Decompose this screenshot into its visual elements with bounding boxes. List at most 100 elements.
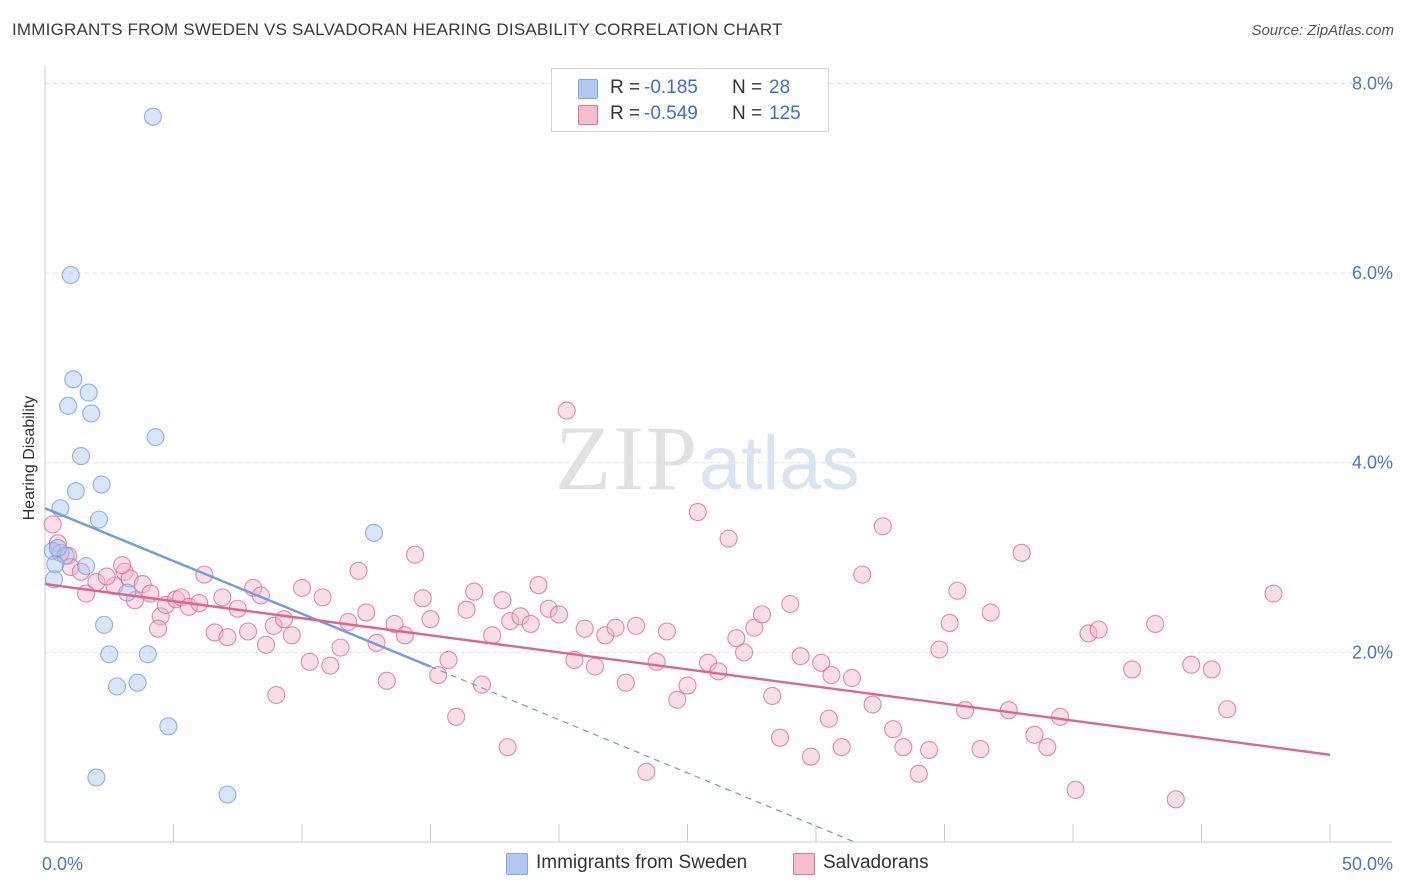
point-salvadorans [549, 605, 569, 624]
legend-n-label: N = [732, 77, 763, 98]
point-salvadorans [819, 709, 838, 728]
point-sweden [61, 265, 80, 285]
point-salvadorans [1051, 707, 1070, 726]
y-tick-label: 6.0% [1352, 263, 1393, 283]
legend-n-value: 125 [769, 103, 801, 124]
tick-labels: 2.0% 4.0% 6.0% 8.0% 0.0% 50.0% [42, 73, 1393, 874]
point-salvadorans [511, 607, 530, 626]
point-salvadorans [585, 657, 605, 676]
point-salvadorans [842, 668, 862, 688]
point-sweden [89, 510, 109, 529]
watermark: ZIPatlas [555, 405, 860, 511]
point-salvadorans [627, 616, 646, 635]
point-salvadorans [321, 656, 340, 675]
point-salvadorans [909, 764, 928, 783]
point-salvadorans [483, 626, 502, 645]
point-salvadorans [218, 628, 237, 647]
point-salvadorans [1025, 725, 1044, 744]
point-sweden [100, 645, 119, 664]
point-sweden [138, 645, 157, 664]
point-salvadorans [406, 545, 425, 564]
point-sweden [82, 404, 101, 423]
point-sweden [92, 475, 111, 494]
point-sweden [159, 717, 178, 736]
point-salvadorans [339, 612, 358, 632]
point-salvadorans [657, 622, 676, 641]
bottom-legend-label-sweden: Immigrants from Sweden [536, 852, 748, 873]
point-salvadorans [61, 557, 80, 577]
point-salvadorans [1123, 660, 1142, 679]
point-salvadorans [822, 666, 841, 685]
point-salvadorans [668, 690, 687, 709]
grid-lines [45, 82, 1392, 653]
point-salvadorans [113, 556, 132, 575]
bottom-legend-swatch-sweden [506, 853, 528, 875]
point-salvadorans [447, 707, 466, 726]
legend-r-value: -0.549 [644, 103, 698, 124]
point-salvadorans [1012, 543, 1031, 562]
point-salvadorans [1146, 614, 1165, 633]
point-salvadorans [256, 635, 276, 654]
point-salvadorans [1066, 780, 1085, 799]
legend-r-value: -0.185 [644, 77, 698, 98]
point-salvadorans [292, 578, 312, 597]
point-salvadorans [752, 605, 772, 624]
point-salvadorans [596, 626, 615, 645]
point-sweden [48, 539, 67, 558]
point-salvadorans [51, 543, 70, 562]
point-sweden [64, 370, 83, 389]
point-sweden [143, 107, 162, 126]
point-salvadorans [457, 600, 476, 619]
point-salvadorans [873, 517, 892, 536]
bottom-legend-label-salvadorans: Salvadorans [823, 852, 929, 873]
point-salvadorans [439, 650, 458, 670]
point-salvadorans [385, 614, 404, 633]
point-sweden [128, 673, 147, 692]
point-salvadorans [575, 619, 594, 638]
point-salvadorans [472, 675, 491, 694]
point-salvadorans [493, 591, 512, 610]
point-salvadorans [377, 671, 396, 690]
point-salvadorans [884, 720, 903, 739]
point-salvadorans [43, 515, 62, 534]
point-salvadorans [213, 588, 232, 607]
point-sweden [218, 785, 237, 804]
point-salvadorans [97, 567, 116, 586]
point-salvadorans [331, 638, 350, 657]
point-salvadorans [529, 576, 548, 595]
point-salvadorans [1079, 624, 1098, 643]
chart-title: IMMIGRANTS FROM SWEDEN VS SALVADORAN HEA… [12, 20, 783, 39]
y-tick-label: 8.0% [1352, 73, 1393, 93]
point-salvadorans [395, 626, 414, 645]
point-sweden [107, 677, 127, 696]
point-salvadorans [1264, 584, 1283, 603]
point-salvadorans [791, 647, 810, 666]
point-salvadorans [863, 695, 882, 714]
point-salvadorans [956, 701, 975, 720]
point-salvadorans [521, 614, 540, 633]
point-salvadorans [465, 582, 484, 601]
legend-swatch-salvadorans [578, 105, 598, 125]
watermark-zip: ZIP [555, 407, 699, 509]
stats-legend: R = -0.185 N = 28 R = -0.549 N = 125 [551, 68, 829, 132]
legend-r-label: R = [610, 77, 641, 98]
legend-n-value: 28 [769, 77, 791, 98]
point-salvadorans [812, 653, 831, 672]
y-axis-label: Hearing Disability [21, 396, 38, 521]
watermark-atlas: atlas [699, 421, 860, 506]
source-label: Source: ZipAtlas.com [1251, 22, 1394, 39]
point-salvadorans [781, 594, 800, 614]
point-sweden [87, 768, 106, 787]
point-salvadorans [981, 603, 1000, 622]
point-salvadorans [920, 740, 939, 760]
bottom-legend-swatch-salvadorans [793, 853, 815, 875]
point-salvadorans [501, 612, 520, 631]
y-tick-label: 2.0% [1352, 642, 1393, 662]
point-sweden [46, 555, 65, 574]
point-sweden [79, 383, 98, 402]
point-salvadorans [413, 589, 432, 608]
legend-r-label: R = [610, 103, 641, 124]
point-salvadorans [770, 728, 790, 747]
point-salvadorans [637, 762, 656, 781]
legend-row-sweden: R = -0.185 N = 28 [552, 75, 828, 101]
